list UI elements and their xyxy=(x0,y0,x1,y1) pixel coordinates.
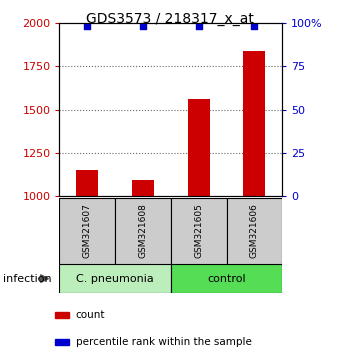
Text: GDS3573 / 218317_x_at: GDS3573 / 218317_x_at xyxy=(86,12,254,27)
Text: GSM321606: GSM321606 xyxy=(250,204,259,258)
Bar xyxy=(226,198,282,264)
Bar xyxy=(115,198,171,264)
Bar xyxy=(55,338,69,346)
Bar xyxy=(171,264,282,293)
Point xyxy=(196,24,201,29)
Bar xyxy=(59,198,115,264)
Point xyxy=(140,24,146,29)
Bar xyxy=(59,264,171,293)
Text: count: count xyxy=(75,310,105,320)
Bar xyxy=(243,51,266,196)
Text: GSM321607: GSM321607 xyxy=(83,204,92,258)
Bar xyxy=(76,170,99,196)
Text: GSM321605: GSM321605 xyxy=(194,204,203,258)
Text: infection: infection xyxy=(3,274,52,284)
Bar xyxy=(188,99,210,196)
Text: GSM321608: GSM321608 xyxy=(138,204,148,258)
Bar xyxy=(171,198,226,264)
Text: C. pneumonia: C. pneumonia xyxy=(76,274,154,284)
Text: percentile rank within the sample: percentile rank within the sample xyxy=(75,337,252,347)
Bar xyxy=(132,180,154,196)
Bar xyxy=(55,312,69,319)
Point xyxy=(252,24,257,29)
Point xyxy=(85,24,90,29)
Text: control: control xyxy=(207,274,246,284)
